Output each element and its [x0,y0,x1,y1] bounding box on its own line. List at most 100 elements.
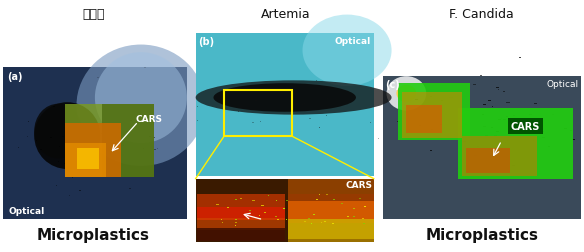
Bar [277,219,279,220]
Bar [319,194,321,195]
Bar [326,194,328,195]
Bar [3,68,187,219]
Bar [529,114,532,115]
Bar [313,214,315,215]
Bar [466,148,510,174]
Bar [521,127,524,128]
Bar [262,205,263,206]
Bar [65,104,154,177]
Bar [224,91,292,137]
Bar [246,85,248,86]
Bar [486,144,488,145]
Bar [264,89,265,90]
Bar [129,188,131,189]
Text: Microplastics: Microplastics [425,227,538,242]
Bar [275,216,277,217]
Bar [197,195,285,220]
Bar [536,95,539,96]
Bar [324,221,326,222]
Bar [258,218,260,219]
Bar [482,115,485,116]
Bar [142,105,144,106]
Bar [460,107,463,108]
Bar [524,149,527,150]
Bar [460,105,463,106]
Bar [398,84,470,141]
Bar [197,218,285,231]
Bar [227,207,229,208]
Bar [347,216,349,217]
Text: Microplastics: Microplastics [37,227,150,242]
Bar [286,219,287,220]
Bar [259,215,260,216]
Bar [197,228,285,241]
Bar [346,141,347,142]
Bar [240,198,242,199]
Bar [263,212,266,213]
Bar [196,34,374,176]
Bar [417,136,419,137]
Bar [110,155,113,156]
Bar [221,219,223,220]
Text: 물벼룩: 물벼룩 [82,8,105,20]
Bar [211,101,213,102]
Bar [503,119,506,120]
Text: Optical: Optical [9,206,45,215]
Bar [133,140,135,141]
Bar [308,218,310,219]
Bar [262,70,264,71]
Ellipse shape [387,77,426,111]
Bar [364,206,366,207]
Bar [266,118,267,119]
Ellipse shape [34,104,82,159]
Bar [326,101,328,102]
Bar [235,219,237,220]
Bar [506,95,508,96]
Bar [65,144,106,177]
Bar [301,110,302,111]
Bar [274,105,275,106]
Bar [304,221,306,222]
Bar [456,114,459,115]
Bar [490,134,493,135]
Bar [327,113,329,114]
Bar [89,119,92,120]
Bar [252,200,255,201]
Ellipse shape [196,81,391,115]
Bar [449,102,451,103]
Bar [450,108,451,109]
Text: Artemia: Artemia [262,8,311,20]
Bar [347,124,349,125]
Text: CARS: CARS [345,180,372,189]
Bar [102,104,154,177]
Bar [462,137,537,176]
Bar [402,92,462,138]
Bar [77,148,99,169]
Bar [94,158,96,159]
Bar [77,138,79,139]
Bar [286,200,288,201]
Bar [246,139,247,140]
Bar [442,150,445,151]
Ellipse shape [77,45,206,166]
Bar [492,98,494,99]
Text: CARS: CARS [135,115,162,124]
Bar [572,114,575,115]
Ellipse shape [214,84,356,112]
Bar [206,203,208,204]
Bar [154,129,156,130]
Bar [353,216,354,217]
Bar [467,109,470,110]
Ellipse shape [95,53,187,144]
Bar [196,179,288,242]
Bar [415,100,418,101]
Bar [333,199,335,200]
Bar [499,144,500,145]
Bar [66,116,68,117]
Bar [332,223,334,224]
Bar [458,108,573,179]
Bar [76,199,78,200]
Text: Optical: Optical [335,37,371,46]
Bar [452,129,456,130]
Bar [261,125,262,126]
